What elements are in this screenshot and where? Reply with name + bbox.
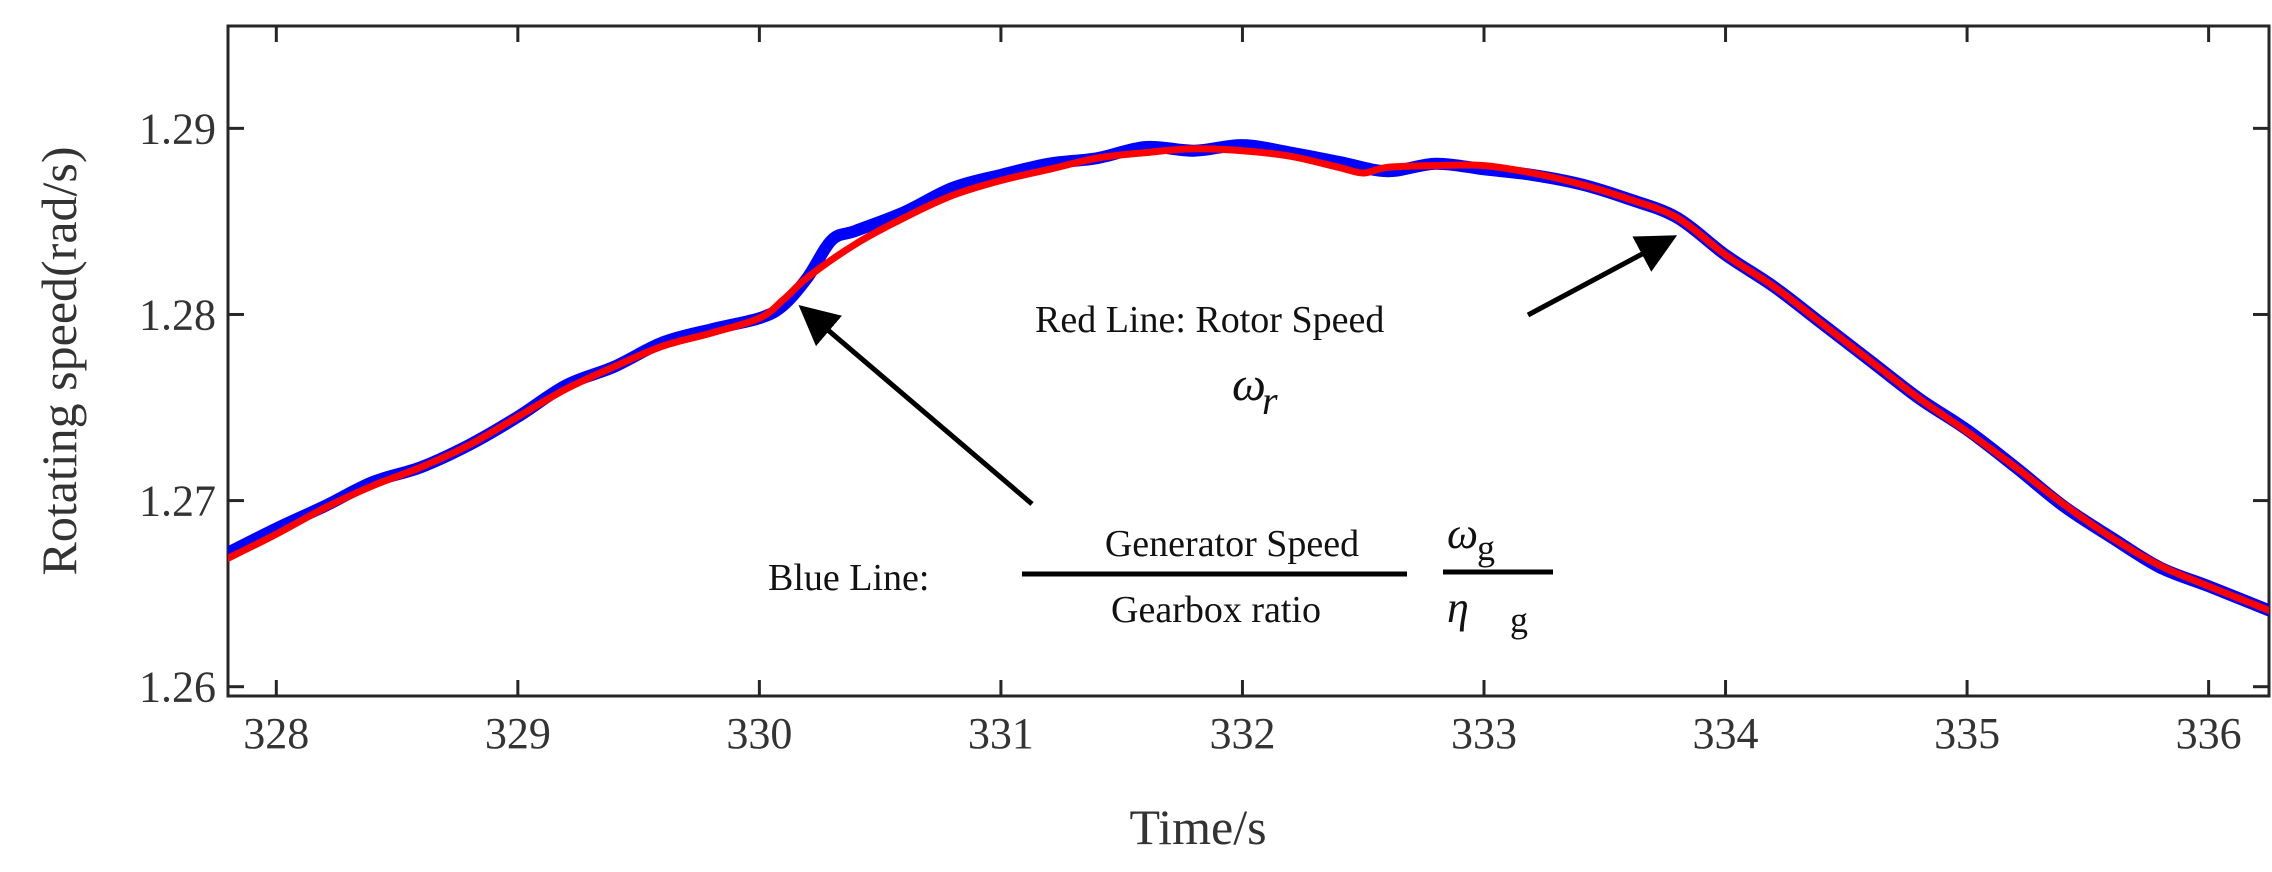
x-tick-label: 328	[243, 709, 309, 758]
annotation-blue-symbol: ω g η g	[1443, 509, 1553, 640]
series-rotor-speed	[228, 145, 2269, 614]
annotation-blue-arrow	[798, 304, 1034, 506]
x-axis: 328 329 330 331 332 333 334 335 336	[243, 26, 2242, 758]
annotation-red-symbol: ω r	[1232, 358, 1278, 423]
svg-text:η: η	[1447, 583, 1469, 632]
x-tick-label: 336	[2176, 709, 2242, 758]
x-tick-label: 330	[726, 709, 792, 758]
annotation-blue-denominator: Gearbox ratio	[1111, 589, 1321, 631]
y-tick-label: 1.29	[139, 104, 216, 153]
y-axis-title: Rotating speed(rad/s)	[31, 146, 87, 575]
x-tick-label: 332	[1209, 709, 1275, 758]
x-tick-label: 329	[485, 709, 551, 758]
svg-text:ω: ω	[1232, 358, 1266, 411]
y-tick-label: 1.26	[139, 663, 216, 712]
x-tick-label: 333	[1451, 709, 1517, 758]
annotation-red-arrow	[1526, 235, 1678, 318]
x-tick-label: 331	[968, 709, 1034, 758]
annotation-blue-numerator: Generator Speed	[1105, 523, 1359, 565]
y-tick-label: 1.27	[139, 477, 216, 526]
y-axis: 1.26 1.27 1.28 1.29	[139, 104, 2269, 712]
x-axis-title: Time/s	[1129, 799, 1266, 855]
svg-text:ω: ω	[1447, 509, 1478, 558]
annotation-red-label: Red Line: Rotor Speed	[1035, 299, 1384, 341]
svg-text:g: g	[1510, 600, 1528, 640]
plot-area	[226, 24, 2271, 698]
svg-text:r: r	[1262, 378, 1278, 423]
x-tick-label: 335	[1934, 709, 2000, 758]
svg-text:g: g	[1477, 528, 1495, 568]
x-tick-label: 334	[1693, 709, 1759, 758]
y-tick-label: 1.28	[139, 290, 216, 339]
annotation-blue-label: Blue Line:	[768, 557, 929, 599]
